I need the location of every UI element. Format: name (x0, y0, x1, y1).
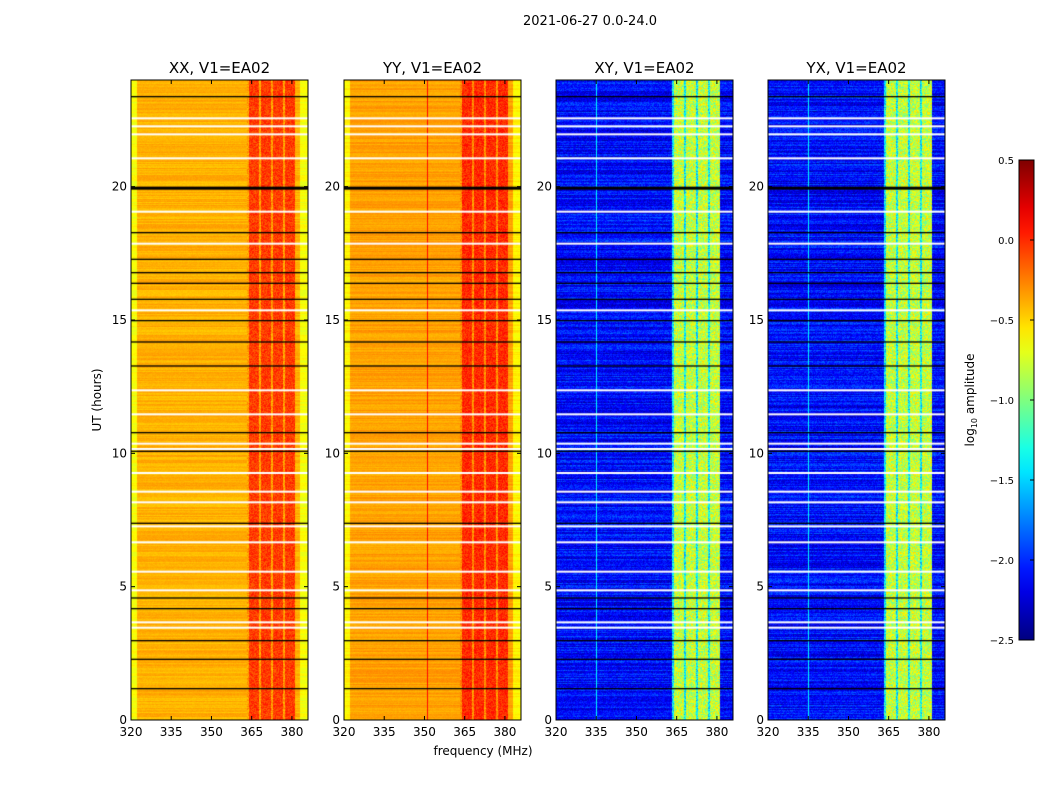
panel-title: XY, V1=EA02 (594, 59, 694, 77)
panel-frame (130, 79, 309, 721)
colorbar-tick-label: 0.0 (998, 236, 1014, 247)
panel-title: XX, V1=EA02 (169, 59, 270, 77)
x-tick-label: 380 (280, 725, 303, 739)
colorbar-tick-label: −2.5 (990, 636, 1014, 647)
y-tick-label: 5 (756, 580, 764, 594)
x-tick-label: 365 (453, 725, 476, 739)
y-tick-label: 20 (325, 180, 340, 194)
y-tick-label: 0 (544, 713, 552, 727)
figure-title: 2021-06-27 0.0-24.0 (523, 14, 657, 29)
colorbar-tick-label: −1.0 (990, 396, 1014, 407)
y-tick-label: 20 (749, 180, 764, 194)
y-tick-label: 15 (325, 313, 340, 327)
colorbar-label: log10 amplitude (963, 354, 979, 447)
x-tick-label: 335 (585, 725, 608, 739)
y-tick-label: 15 (749, 313, 764, 327)
y-tick-label: 0 (119, 713, 127, 727)
x-tick-label: 335 (373, 725, 396, 739)
x-tick-label: 350 (625, 725, 648, 739)
panel-frame (555, 79, 734, 721)
y-axis-label: UT (hours) (90, 368, 104, 431)
colorbar-tick-label: −2.0 (990, 556, 1014, 567)
x-tick-label: 380 (705, 725, 728, 739)
panel-frame (767, 79, 946, 721)
heatmap-xy (556, 80, 733, 720)
heatmap-yx (768, 80, 945, 720)
x-tick-label: 350 (200, 725, 223, 739)
y-tick-label: 10 (749, 446, 764, 460)
y-tick-label: 10 (537, 446, 552, 460)
x-tick-label: 365 (240, 725, 263, 739)
y-tick-label: 20 (112, 180, 127, 194)
y-tick-label: 15 (537, 313, 552, 327)
colorbar-tick-label: 0.5 (998, 156, 1014, 167)
x-tick-label: 365 (877, 725, 900, 739)
y-tick-label: 10 (325, 446, 340, 460)
heatmap-xx (131, 80, 308, 720)
colorbar-tick-label: −0.5 (990, 316, 1014, 327)
y-tick-label: 0 (756, 713, 764, 727)
x-tick-label: 320 (545, 725, 568, 739)
y-tick-label: 15 (112, 313, 127, 327)
panel-title: YX, V1=EA02 (805, 59, 906, 77)
x-tick-label: 380 (917, 725, 940, 739)
y-tick-label: 5 (119, 580, 127, 594)
y-tick-label: 5 (332, 580, 340, 594)
colorbar-tick-label: −1.5 (990, 476, 1014, 487)
x-tick-label: 320 (120, 725, 143, 739)
x-tick-label: 335 (797, 725, 820, 739)
heatmap-yy (344, 80, 521, 720)
y-tick-label: 10 (112, 446, 127, 460)
x-tick-label: 380 (493, 725, 516, 739)
x-tick-label: 350 (413, 725, 436, 739)
x-tick-label: 365 (665, 725, 688, 739)
x-tick-label: 335 (160, 725, 183, 739)
panel-frame (343, 79, 522, 721)
y-tick-label: 0 (332, 713, 340, 727)
y-tick-label: 20 (537, 180, 552, 194)
x-tick-label: 320 (757, 725, 780, 739)
x-axis-label: frequency (MHz) (433, 744, 532, 758)
x-tick-label: 350 (837, 725, 860, 739)
y-tick-label: 5 (544, 580, 552, 594)
x-tick-label: 320 (333, 725, 356, 739)
panel-title: YY, V1=EA02 (382, 59, 482, 77)
